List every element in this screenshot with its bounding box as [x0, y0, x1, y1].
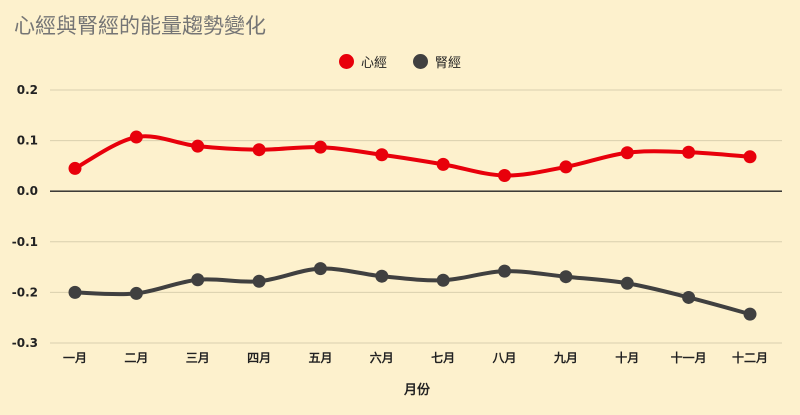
data-point-heart: [252, 143, 266, 157]
x-tick-label: 二月: [124, 351, 148, 365]
chart-title: 心經與腎經的能量趨勢變化: [14, 14, 266, 38]
legend: 心經 腎經: [0, 52, 800, 71]
data-point-kidney: [191, 273, 205, 287]
data-point-heart: [743, 150, 757, 164]
series-line-heart: [73, 134, 752, 178]
legend-item-heart[interactable]: 心經: [338, 52, 387, 71]
legend-marker-heart: [338, 54, 354, 69]
data-point-kidney: [498, 264, 512, 278]
data-point-kidney: [129, 286, 143, 300]
y-tick-label: -0.2: [12, 285, 38, 299]
legend-marker-kidney: [413, 54, 428, 69]
y-tick-label: 0.0: [17, 184, 38, 198]
legend-label-kidney: 腎經: [435, 56, 462, 71]
y-tick-label: 0.2: [17, 83, 38, 97]
y-tick-label: 0.1: [17, 134, 38, 148]
x-tick-label: 七月: [431, 351, 455, 365]
data-point-kidney: [68, 285, 82, 299]
x-tick-label: 八月: [492, 351, 517, 365]
x-tick-label: 六月: [370, 350, 394, 365]
data-point-heart: [559, 160, 573, 174]
data-point-heart: [620, 146, 634, 160]
y-tick-label: -0.3: [12, 336, 38, 350]
data-point-kidney: [682, 290, 696, 304]
data-point-kidney: [313, 262, 327, 276]
data-point-kidney: [252, 274, 266, 288]
data-point-heart: [682, 145, 696, 159]
x-tick-label: 三月: [186, 351, 210, 365]
data-point-heart: [498, 169, 512, 183]
data-point-heart: [313, 140, 327, 154]
data-point-kidney: [743, 307, 757, 321]
x-tick-label: 五月: [308, 351, 332, 365]
data-point-heart: [436, 157, 450, 171]
x-tick-label: 九月: [553, 350, 578, 365]
legend-item-kidney[interactable]: 腎經: [413, 52, 461, 71]
series-line-kidney: [73, 266, 752, 317]
x-tick-label: 四月: [247, 351, 271, 365]
data-point-heart: [68, 161, 82, 175]
data-point-heart: [129, 130, 143, 144]
data-point-heart: [375, 148, 389, 162]
x-tick-label: 十一月: [671, 350, 707, 365]
data-point-kidney: [375, 269, 389, 283]
data-point-kidney: [436, 273, 450, 287]
data-point-kidney: [559, 270, 573, 284]
y-tick-label: -0.1: [12, 235, 38, 249]
legend-label-heart: 心經: [360, 56, 387, 71]
data-point-kidney: [620, 276, 634, 290]
x-tick-label: 一月: [63, 351, 87, 365]
x-axis-title: 月份: [403, 382, 431, 398]
x-tick-label: 十月: [615, 350, 639, 365]
data-point-heart: [191, 139, 205, 153]
x-tick-label: 十二月: [732, 350, 768, 365]
